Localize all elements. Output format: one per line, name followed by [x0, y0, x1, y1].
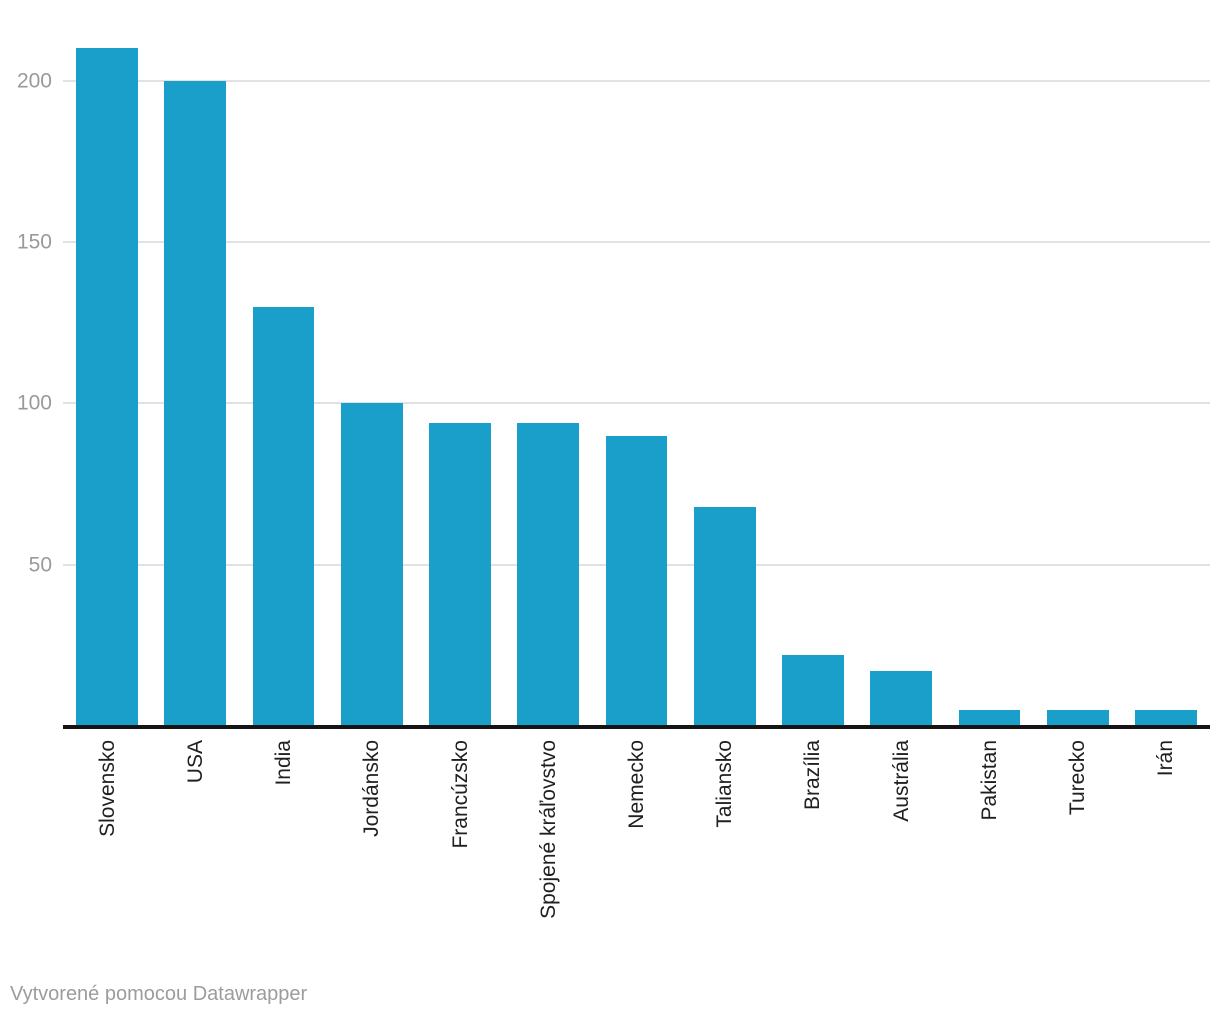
x-axis-label-spojene-kralovstvo: Spojené kráľovstvo: [536, 740, 560, 919]
x-label-cell-australia: Austrália: [857, 740, 945, 965]
x-axis-label-slovensko: Slovensko: [95, 740, 119, 837]
y-axis-tick-labels: 50 100 150 200: [0, 0, 52, 726]
bar-spojene-kralovstvo: [517, 422, 580, 726]
bar-pakistan: [958, 709, 1021, 726]
x-axis-baseline: [63, 725, 1210, 729]
x-label-cell-iran: Irán: [1122, 740, 1210, 965]
bar-taliansko: [693, 506, 756, 726]
bar-turecko: [1046, 709, 1109, 726]
y-tick-label-50: 50: [28, 553, 52, 577]
bar-brazilia: [782, 655, 844, 726]
bar-francuzsko: [429, 422, 491, 726]
y-tick-label-150: 150: [16, 230, 52, 254]
bar-cell-turecko: [1034, 0, 1122, 726]
bar-cell-australia: [857, 0, 945, 726]
x-label-cell-usa: USA: [151, 740, 239, 965]
bar-cell-india: [239, 0, 327, 726]
plot-area: [63, 0, 1210, 726]
x-axis-label-iran: Irán: [1154, 740, 1178, 777]
x-label-cell-nemecko: Nemecko: [592, 740, 680, 965]
bar-cell-iran: [1122, 0, 1210, 726]
x-axis-label-australia: Austrália: [889, 740, 913, 822]
bar-jordansko: [340, 403, 403, 726]
bar-slovensko: [76, 48, 138, 726]
x-axis-label-brazilia: Brazília: [801, 740, 825, 811]
x-axis-label-usa: USA: [183, 740, 207, 784]
x-label-cell-slovensko: Slovensko: [63, 740, 151, 965]
x-axis-label-pakistan: Pakistan: [977, 740, 1001, 821]
x-axis-label-jordansko: Jordánsko: [360, 740, 384, 837]
bar-cell-pakistan: [945, 0, 1033, 726]
bar-cell-usa: [151, 0, 239, 726]
x-axis-label-nemecko: Nemecko: [625, 740, 649, 829]
x-label-cell-jordansko: Jordánsko: [328, 740, 416, 965]
bar-nemecko: [605, 435, 668, 726]
gridline-200: [63, 79, 1210, 82]
x-label-cell-taliansko: Taliansko: [681, 740, 769, 965]
x-label-cell-turecko: Turecko: [1034, 740, 1122, 965]
bar-usa: [164, 80, 227, 726]
gridline-150: [63, 241, 1210, 243]
bar-cell-taliansko: [681, 0, 769, 726]
bar-australia: [870, 671, 933, 726]
bar-cell-nemecko: [592, 0, 680, 726]
x-label-cell-brazilia: Brazília: [769, 740, 857, 965]
x-axis-label-india: India: [272, 740, 296, 786]
bar-series: [63, 0, 1210, 726]
bar-cell-spojene-kralovstvo: [504, 0, 592, 726]
x-label-cell-india: India: [239, 740, 327, 965]
bar-cell-brazilia: [769, 0, 857, 726]
gridline-100: [63, 402, 1210, 405]
bar-india: [252, 306, 315, 726]
x-label-cell-spojene-kralovstvo: Spojené kráľovstvo: [504, 740, 592, 965]
bar-cell-francuzsko: [416, 0, 504, 726]
datawrapper-link[interactable]: Datawrapper: [192, 983, 308, 1005]
x-label-cell-francuzsko: Francúzsko: [416, 740, 504, 965]
bar-iran: [1135, 709, 1197, 726]
y-tick-label-100: 100: [16, 391, 52, 415]
x-axis-label-francuzsko: Francúzsko: [448, 740, 472, 849]
x-axis-label-turecko: Turecko: [1066, 740, 1090, 816]
bar-cell-slovensko: [63, 0, 151, 726]
bar-cell-jordansko: [328, 0, 416, 726]
y-tick-label-200: 200: [16, 69, 52, 93]
attribution-footer: Vytvorené pomocou Datawrapper: [10, 983, 307, 1006]
x-axis-label-taliansko: Taliansko: [713, 740, 737, 828]
attribution-text: Vytvorené pomocou: [10, 983, 193, 1005]
x-label-cell-pakistan: Pakistan: [945, 740, 1033, 965]
x-axis-category-labels: Slovensko USA India Jordánsko Francúzsko Spoj…: [63, 740, 1210, 965]
